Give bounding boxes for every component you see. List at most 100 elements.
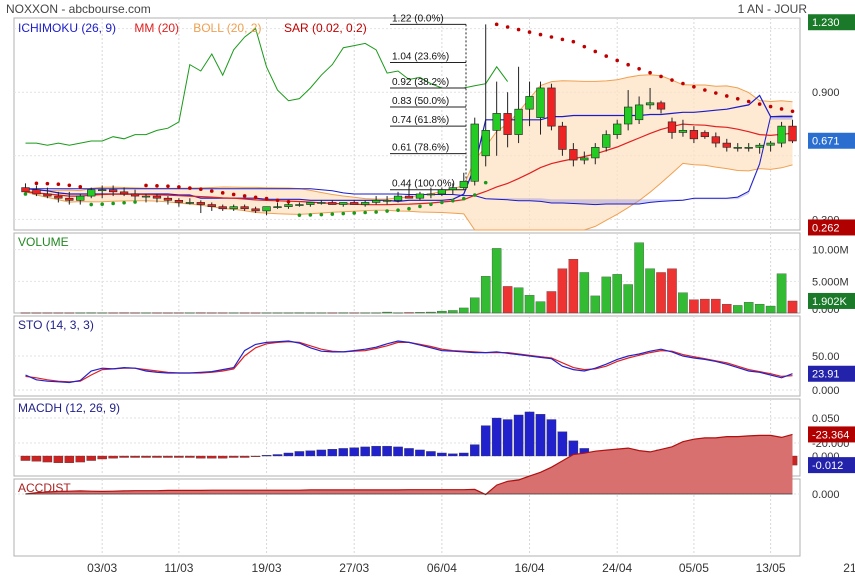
- sar-dot: [56, 182, 61, 186]
- volume-bar: [207, 312, 217, 314]
- volume-bar: [765, 305, 776, 314]
- x-axis-label-3: 27/03: [339, 561, 369, 575]
- candle-body: [306, 202, 315, 205]
- sto-badge: 23.91: [812, 369, 840, 381]
- volume-bar: [568, 259, 579, 314]
- candle-body: [503, 113, 512, 135]
- macd-bar: [196, 455, 206, 459]
- sar-dot: [659, 74, 663, 79]
- volume-bar: [722, 303, 732, 314]
- macdh-axis-tick-0: 0.050: [812, 413, 840, 425]
- indicator-label-0: ICHIMOKU (26, 9): [18, 21, 116, 35]
- volume-bar: [689, 299, 699, 314]
- candle-body: [777, 125, 786, 144]
- macd-bar: [459, 452, 469, 457]
- candle-body: [361, 202, 370, 205]
- volume-bar: [513, 287, 524, 314]
- sar-dot: [231, 192, 236, 197]
- volume-bar: [53, 312, 64, 314]
- candle-body: [163, 197, 173, 201]
- fib-label-1: 1.04 (23.6%): [392, 52, 449, 63]
- candle-body: [645, 102, 655, 106]
- macd-bar: [382, 445, 392, 457]
- volume-bar: [732, 305, 743, 314]
- macd-bar: [97, 455, 107, 460]
- fib-label-5: 0.61 (78.6%): [392, 143, 449, 154]
- volume-bar: [491, 248, 502, 314]
- sar-dot: [319, 212, 324, 217]
- sar-dot: [177, 185, 181, 189]
- period-label[interactable]: 1 AN - JOUR: [737, 2, 807, 16]
- candle-body: [295, 204, 304, 206]
- bollinger-band-area: [25, 74, 793, 230]
- volume-bar: [776, 273, 787, 314]
- volume-bar: [656, 272, 666, 314]
- sar-dot: [166, 184, 170, 188]
- candle-body: [240, 206, 249, 210]
- sar-dot: [418, 204, 422, 209]
- macd-bar: [228, 455, 239, 458]
- volume-bar: [185, 312, 195, 314]
- macd-bar: [360, 446, 370, 457]
- candle-body: [229, 206, 238, 210]
- candle-body: [547, 87, 556, 127]
- fib-label-0: 1.22 (0.0%): [392, 13, 444, 24]
- macdh-label: MACDH (12, 26, 9): [18, 401, 120, 415]
- sar-dot: [111, 201, 115, 206]
- accdist-label: ACCDIST: [18, 481, 71, 495]
- sar-dot: [144, 183, 148, 188]
- macd-bar: [491, 417, 502, 457]
- ichimoku-kijun: [25, 94, 793, 203]
- sar-dot: [45, 181, 50, 186]
- candle-body: [525, 96, 534, 110]
- macd-bar: [316, 449, 327, 457]
- macd-bar: [20, 455, 31, 461]
- sar-dot: [385, 209, 389, 213]
- candle-body: [514, 108, 523, 135]
- sar-dot: [461, 196, 466, 201]
- candle-body: [536, 87, 545, 118]
- x-axis-label-1: 11/03: [164, 561, 193, 575]
- volume-axis-tick-1: 5.000M: [812, 276, 849, 288]
- sar-dot: [253, 195, 258, 200]
- accdist-area: [25, 434, 793, 495]
- sar-dot: [757, 102, 762, 106]
- macd-bar: [349, 447, 359, 457]
- sar-dot: [133, 200, 137, 204]
- sar-dot: [714, 91, 718, 95]
- sar-dot: [735, 96, 740, 101]
- indicator-label-2: BOLL (20, 2): [193, 21, 261, 35]
- macd-bar: [371, 445, 381, 457]
- candle-body: [152, 195, 162, 199]
- sar-dot: [352, 211, 357, 215]
- volume-bar: [743, 302, 754, 314]
- volume-bar: [338, 312, 349, 314]
- candle-body: [393, 195, 403, 201]
- candle-body: [350, 202, 359, 205]
- candle-body: [284, 204, 293, 207]
- volume-bar: [163, 312, 173, 314]
- candle-body: [317, 202, 326, 204]
- volume-bar: [283, 312, 294, 314]
- macdh-badge: -0.012: [812, 460, 843, 472]
- sar-dot: [100, 202, 104, 207]
- macd-bar: [152, 455, 162, 458]
- macd-bar: [415, 449, 425, 457]
- sar-dot: [78, 185, 83, 189]
- sar-dot: [275, 198, 280, 203]
- candle-body: [141, 195, 151, 198]
- macd-bar: [535, 414, 546, 457]
- volume-bar: [393, 312, 403, 314]
- sar-dot: [89, 202, 94, 207]
- candle-body: [273, 206, 282, 208]
- volume-bar: [119, 312, 129, 314]
- macd-bar: [239, 455, 250, 458]
- macd-bar: [338, 448, 349, 457]
- sar-dot: [264, 196, 269, 201]
- sar-dot: [155, 184, 159, 188]
- sar-dot: [429, 202, 433, 207]
- sar-dot: [703, 88, 707, 92]
- volume-bar: [634, 242, 644, 314]
- sar-dot: [560, 37, 565, 42]
- volume-bar: [86, 312, 96, 314]
